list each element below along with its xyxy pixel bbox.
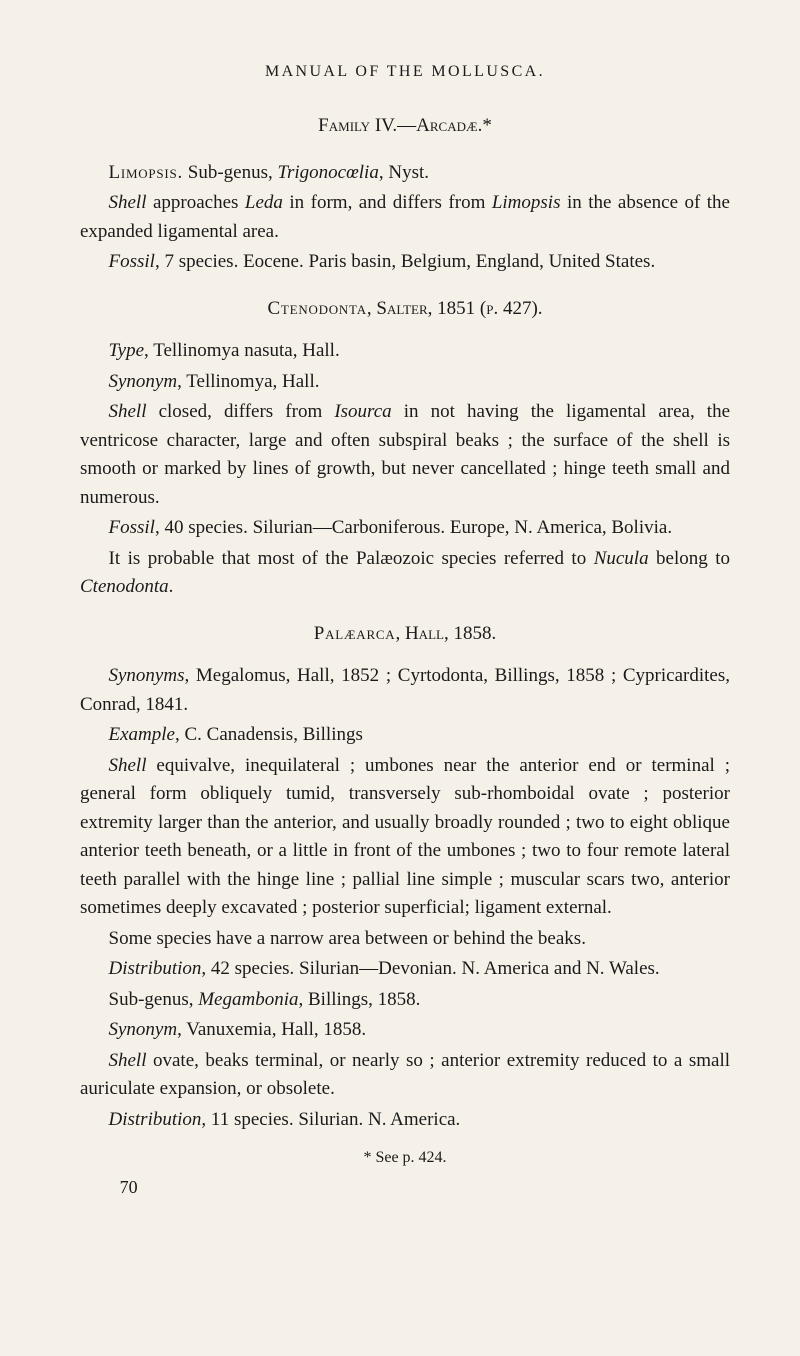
palaearca-some: Some species have a narrow area between … — [80, 925, 730, 954]
palaearca-synonyms: Synonyms, Megalomus, Hall, 1852 ; Cyrtod… — [80, 662, 730, 719]
palaearca-distribution: Distribution, 42 species. Silurian—Devon… — [80, 955, 730, 984]
ctenodonta-heading: Ctenodonta, Salter, 1851 (p. 427). — [80, 295, 730, 324]
limopsis-fossil: Fossil, 7 species. Eocene. Paris basin, … — [80, 248, 730, 277]
palaearca-distribution2: Distribution, 11 species. Silurian. N. A… — [80, 1106, 730, 1135]
ctenodonta-note: It is probable that most of the Palæozoi… — [80, 545, 730, 602]
limopsis-line: Limopsis. Sub-genus, Trigonocœlia, Nyst. — [80, 159, 730, 188]
palaearca-heading: Palæarca, Hall, 1858. — [80, 620, 730, 649]
family-heading-text: Family IV.—Arcadæ.* — [318, 115, 492, 136]
ctenodonta-synonym: Synonym, Tellinomya, Hall. — [80, 368, 730, 397]
running-head: MANUAL OF THE MOLLUSCA. — [80, 60, 730, 84]
palaearca-shell: Shell equivalve, inequilateral ; umbones… — [80, 752, 730, 923]
ctenodonta-shell: Shell closed, differs from Isourca in no… — [80, 398, 730, 512]
palaearca-example: Example, C. Canadensis, Billings — [80, 721, 730, 750]
page-number: 70 — [80, 1174, 730, 1201]
palaearca-shell2: Shell ovate, beaks terminal, or nearly s… — [80, 1047, 730, 1104]
genus-limopsis: Limopsis. — [109, 162, 184, 183]
palaearca-subgenus: Sub-genus, Megambonia, Billings, 1858. — [80, 986, 730, 1015]
ctenodonta-fossil: Fossil, 40 species. Silurian—Carbonifero… — [80, 514, 730, 543]
limopsis-shell: Shell approaches Leda in form, and diffe… — [80, 189, 730, 246]
ctenodonta-type: Type, Tellinomya nasuta, Hall. — [80, 337, 730, 366]
palaearca-synonym2: Synonym, Vanuxemia, Hall, 1858. — [80, 1016, 730, 1045]
footnote: * See p. 424. — [80, 1146, 730, 1170]
family-heading: Family IV.—Arcadæ.* — [80, 112, 730, 141]
